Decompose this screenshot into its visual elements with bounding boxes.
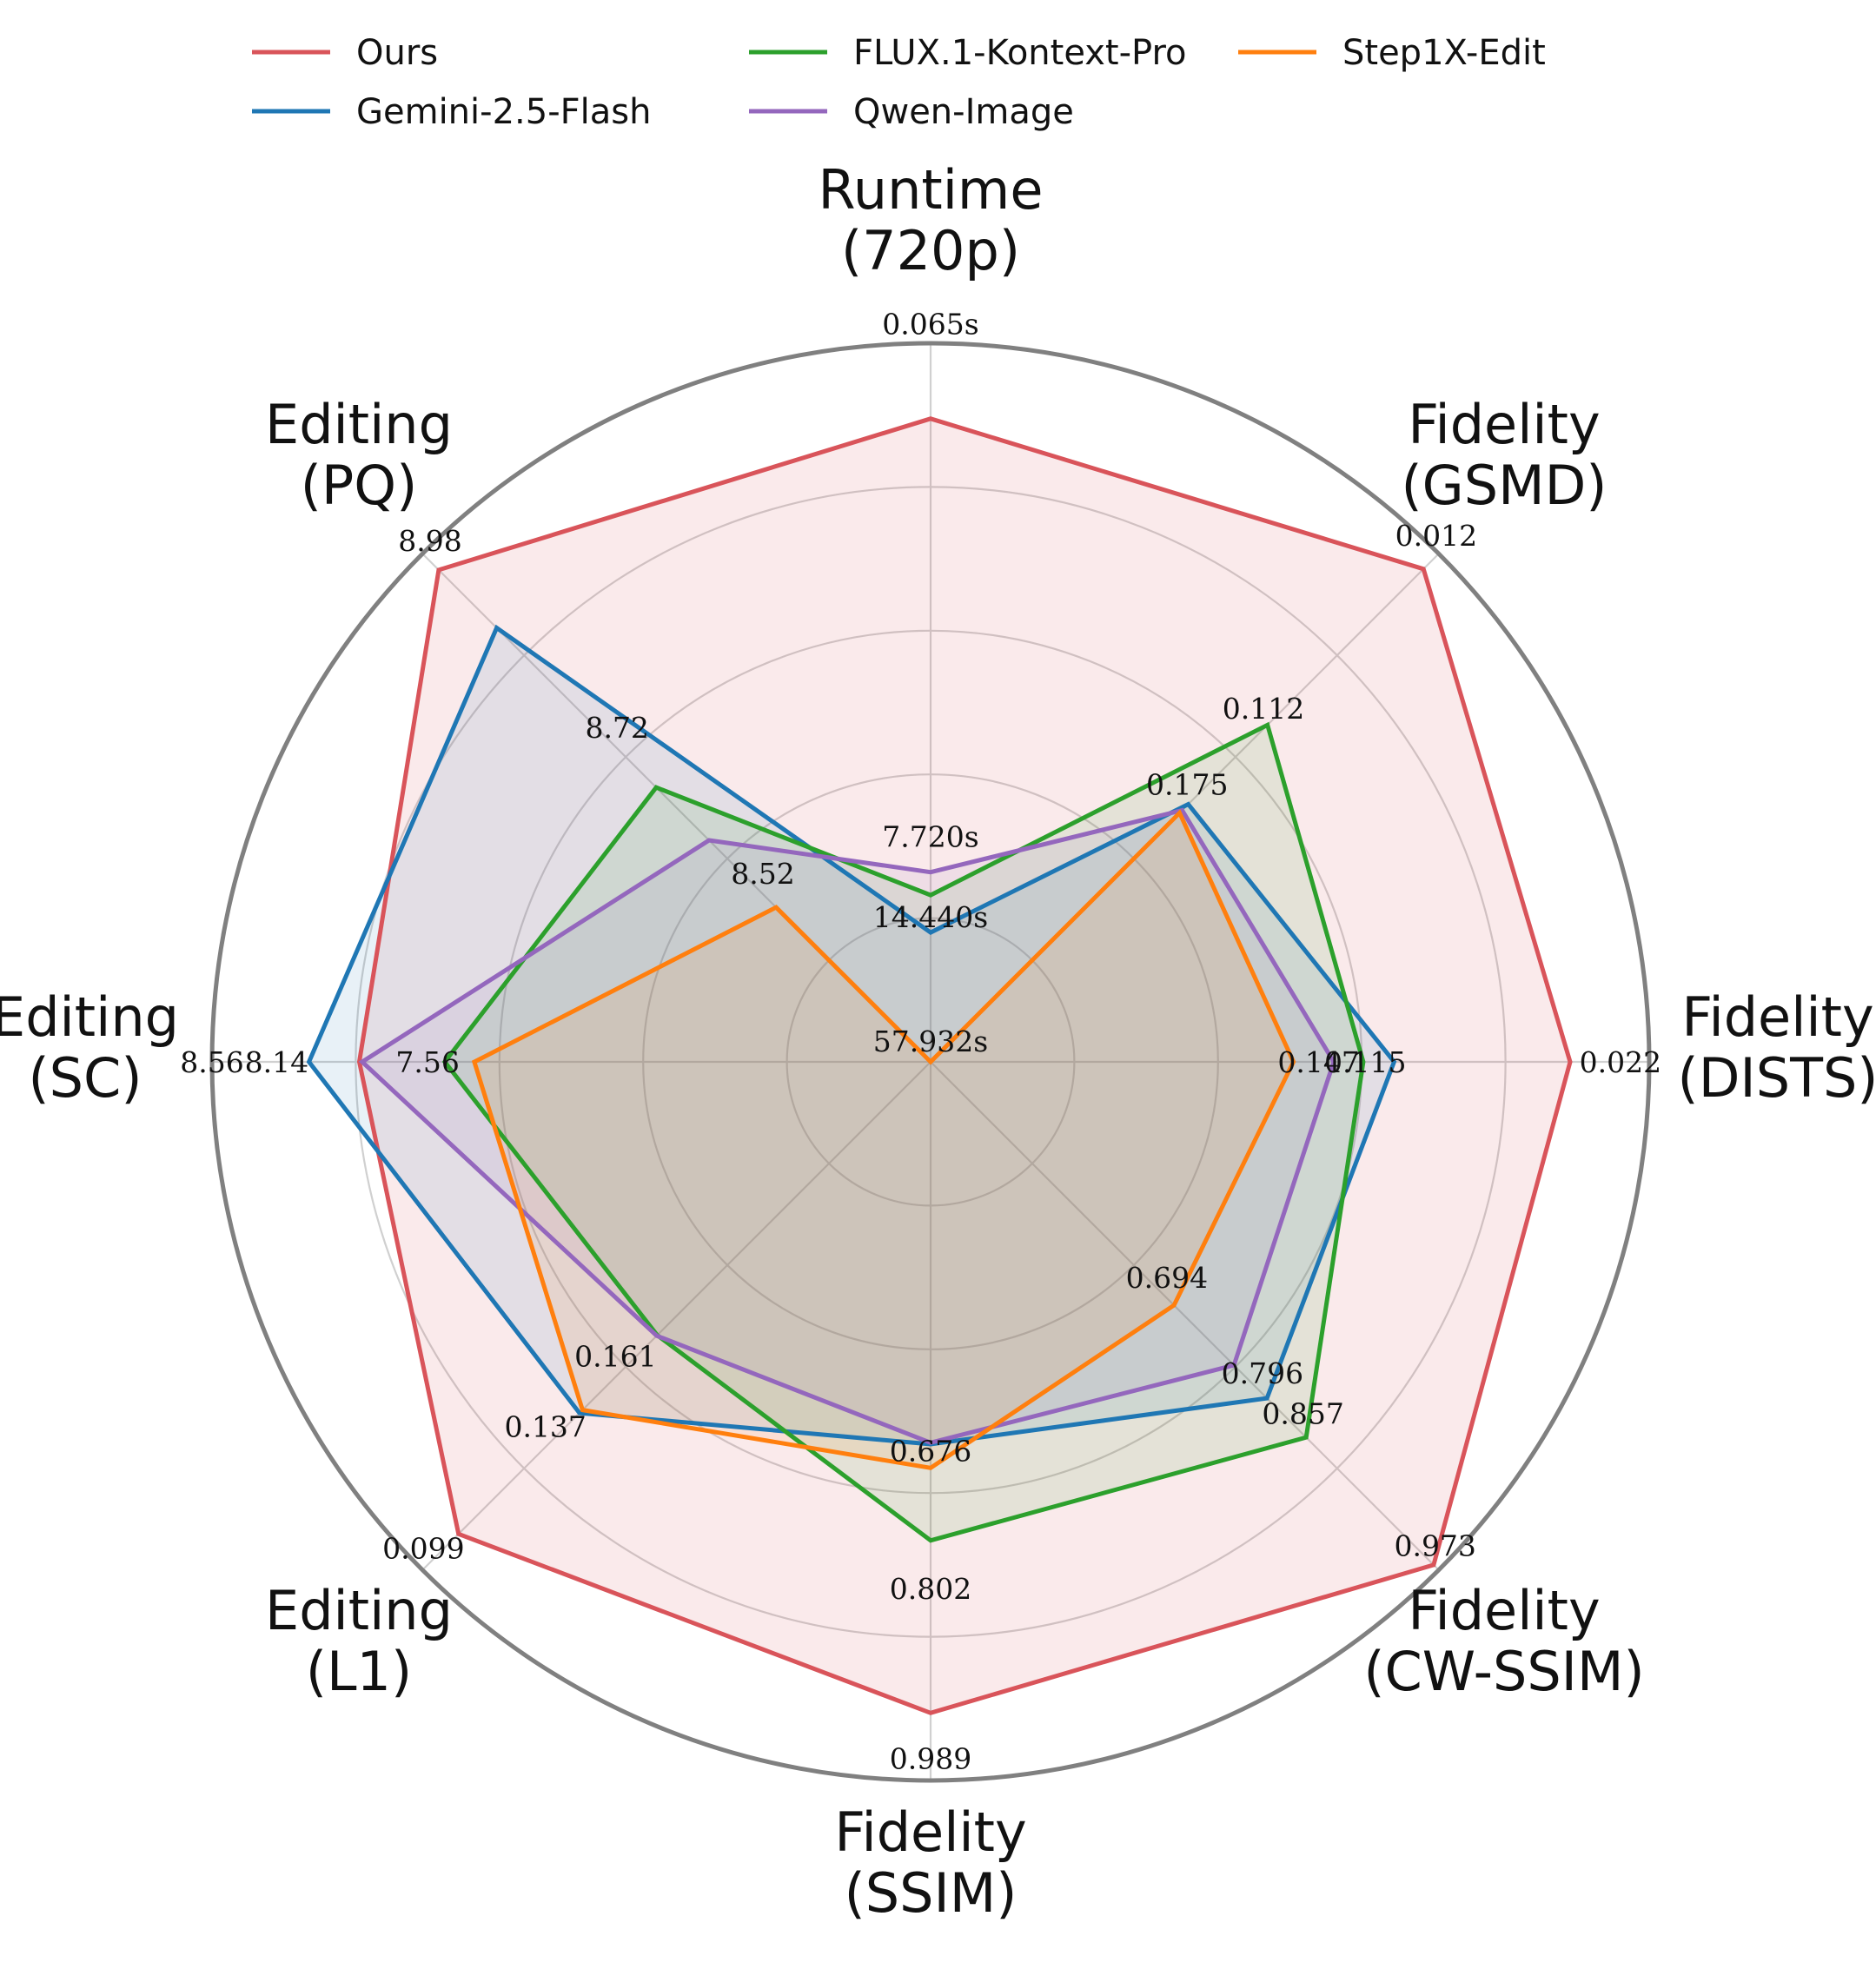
series-line-2 — [441, 721, 1366, 1543]
legend-label: Gemini-2.5-Flash — [356, 92, 651, 132]
radar-series — [306, 416, 1573, 1715]
axis-title-line: Fidelity — [1681, 985, 1873, 1049]
tick-label: 0.022 — [1580, 1045, 1661, 1079]
tick-label: 0.802 — [890, 1572, 971, 1606]
tick-label: 0.694 — [1126, 1261, 1208, 1295]
tick-label: 8.14 — [245, 1045, 308, 1079]
axis-title-line: (SC) — [28, 1046, 142, 1110]
axis-title-line: Fidelity — [834, 1800, 1026, 1864]
tick-label: 0.112 — [1223, 692, 1304, 726]
tick-label: 8.56 — [180, 1045, 243, 1079]
legend-label: FLUX.1-Kontext-Pro — [853, 33, 1186, 73]
series-fill-1 — [308, 627, 1395, 1444]
axis-title: Editing (SC) — [0, 985, 179, 1110]
series-line-0 — [356, 416, 1573, 1715]
tick-label: 0.065s — [882, 308, 978, 341]
series-fill-3 — [361, 810, 1334, 1443]
axis-title-line: (DISTS) — [1678, 1046, 1876, 1110]
tick-label: 8.98 — [398, 524, 461, 558]
tick-label: 0.973 — [1394, 1529, 1475, 1563]
tick-label: 7.720s — [882, 819, 978, 853]
axis-title-line: Runtime — [819, 158, 1044, 222]
tick-label: 0.137 — [504, 1409, 586, 1443]
tick-label: 0.676 — [890, 1434, 971, 1468]
legend-label: Ours — [356, 33, 438, 73]
series-line-3 — [358, 807, 1336, 1445]
grid-spoke-6 — [421, 1061, 931, 1571]
tick-label: 0.147 — [1277, 1045, 1359, 1079]
tick-label: 8.52 — [731, 857, 794, 891]
axis-title: Runtime (720p) — [819, 158, 1044, 282]
axis-title-line: (720p) — [841, 219, 1020, 282]
tick-label: 0.857 — [1262, 1397, 1343, 1431]
axis-title-line: Editing — [265, 1579, 453, 1642]
legend-label: Step1X-Edit — [1342, 33, 1546, 73]
tick-label: 0.161 — [574, 1340, 656, 1374]
axis-titles: Runtime (720p)Fidelity (GSMD)Fidelity (DIST… — [0, 158, 1876, 1925]
axis-title: Fidelity (DISTS) — [1678, 985, 1876, 1110]
axis-title-line: Editing — [0, 985, 179, 1049]
series-line-4 — [471, 809, 1296, 1470]
tick-label: 0.175 — [1146, 768, 1228, 802]
axis-title: Fidelity (CW-SSIM) — [1363, 1579, 1644, 1703]
tick-label: 0.115 — [1324, 1045, 1406, 1079]
tick-label: 0.796 — [1222, 1356, 1303, 1390]
axis-title: Fidelity (SSIM) — [834, 1800, 1026, 1925]
axis-title: Editing (PQ) — [265, 393, 453, 517]
tick-label: 8.72 — [585, 711, 648, 745]
tick-label: 14.440s — [873, 900, 988, 934]
outer-ring — [209, 341, 1652, 1783]
axis-title-line: Fidelity — [1408, 393, 1600, 456]
axis-title-line: (GSMD) — [1401, 454, 1607, 517]
axis-title: Editing (L1) — [265, 1579, 453, 1703]
axis-title-line: (L1) — [306, 1640, 412, 1703]
axis-title-line: (CW-SSIM) — [1363, 1640, 1644, 1703]
legend: Ours FLUX.1-Kontext-Pro Step1X-Edit Gemini-… — [252, 33, 1546, 132]
axis-title-line: (SSIM) — [845, 1861, 1018, 1925]
series-fill-4 — [474, 812, 1294, 1469]
tick-label: 0.012 — [1395, 519, 1477, 553]
tick-labels: 0.065s 7.720s 14.440s 57.932s 0.012 0.112 0.17… — [180, 308, 1661, 1776]
tick-label: 0.099 — [382, 1532, 464, 1566]
axis-title-line: Fidelity — [1408, 1579, 1600, 1642]
axis-title: Fidelity (GSMD) — [1401, 393, 1607, 517]
axis-title-line: Editing — [265, 393, 453, 456]
tick-label: 0.989 — [890, 1741, 971, 1775]
tick-label: 7.56 — [395, 1045, 459, 1079]
series-fill-2 — [444, 725, 1363, 1541]
radar-outer-ring — [209, 341, 1652, 1783]
tick-label: 57.932s — [873, 1024, 988, 1058]
grid-spoke-4 — [930, 1061, 1440, 1571]
axis-title-line: (PQ) — [301, 454, 418, 517]
legend-label: Qwen-Image — [853, 92, 1074, 132]
